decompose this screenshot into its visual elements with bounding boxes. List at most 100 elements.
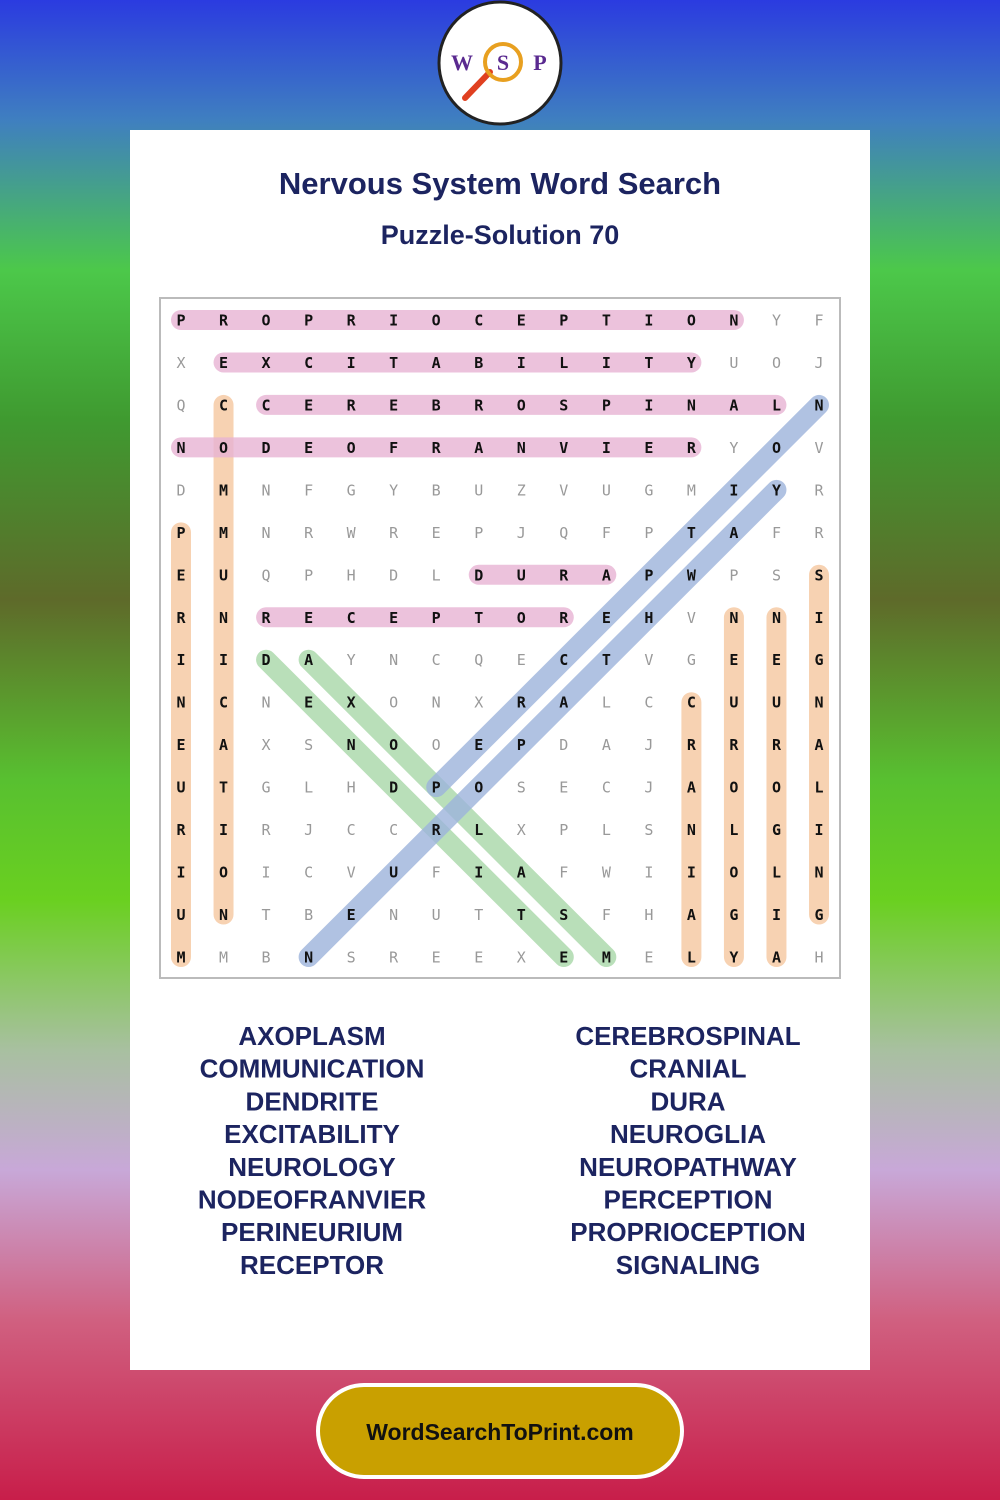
grid-letter: Q (262, 566, 271, 584)
grid-letter: A (687, 906, 696, 924)
grid-letter: U (729, 354, 738, 372)
grid-letter: U (772, 694, 781, 712)
grid-letter: Y (687, 354, 696, 372)
title: Nervous System Word Search (279, 166, 721, 201)
grid-letter: R (729, 736, 739, 754)
footer-text: WordSearchToPrint.com (366, 1419, 634, 1445)
grid-letter: N (347, 736, 356, 754)
grid-letter: V (814, 439, 823, 457)
grid-letter: A (602, 736, 611, 754)
grid-letter: C (219, 396, 228, 414)
grid-letter: O (347, 439, 356, 457)
grid-letter: C (347, 821, 356, 839)
grid-letter: U (176, 906, 185, 924)
grid-letter: G (262, 779, 271, 797)
grid-letter: P (644, 524, 653, 542)
grid-letter: E (432, 524, 441, 542)
grid-letter: I (644, 312, 653, 330)
grid-letter: N (262, 694, 271, 712)
grid-letter: C (644, 694, 653, 712)
grid-letter: R (347, 396, 357, 414)
grid-letter: O (432, 736, 441, 754)
word-highlight (426, 394, 829, 798)
grid-letter: Y (347, 651, 356, 669)
grid-letter: A (772, 949, 781, 967)
grid-letter: S (347, 949, 356, 967)
grid-letter: N (517, 439, 526, 457)
grid-letter: M (219, 481, 228, 499)
grid-letter: C (304, 864, 313, 882)
grid-letter: D (262, 651, 271, 669)
grid-letter: C (347, 609, 356, 627)
grid-letter: I (219, 651, 228, 669)
grid-letter: E (772, 651, 781, 669)
grid-letter: N (687, 821, 696, 839)
grid-letter: P (432, 779, 441, 797)
grid-letter: N (687, 396, 696, 414)
grid-letter: L (772, 396, 781, 414)
grid-letter: E (559, 949, 568, 967)
grid-letter: R (559, 609, 569, 627)
grid-letter: O (262, 312, 271, 330)
grid-letter: R (389, 949, 399, 967)
grid-letter: I (347, 354, 356, 372)
word-list-item: DURA (650, 1086, 725, 1116)
grid-letter: Q (474, 651, 483, 669)
grid-letter: O (772, 354, 781, 372)
footer-pill (316, 1383, 684, 1479)
grid-letter: Z (517, 481, 526, 499)
grid-letter: S (517, 779, 526, 797)
grid-letter: I (814, 609, 823, 627)
grid-letter: P (559, 312, 568, 330)
grid-letter: I (644, 396, 653, 414)
grid-letter: C (474, 312, 483, 330)
grid-letter: E (729, 651, 738, 669)
grid-letter: J (644, 779, 653, 797)
grid-letter: R (432, 821, 442, 839)
grid-letter: F (432, 864, 441, 882)
grid-letter: R (432, 439, 442, 457)
grid-letter: C (304, 354, 313, 372)
grid-letter: X (262, 736, 271, 754)
grid-letter: X (262, 354, 271, 372)
grid-letter: W (347, 524, 357, 542)
grid-letter: A (474, 439, 483, 457)
grid-letter: U (602, 481, 611, 499)
grid-letter: V (559, 481, 568, 499)
grid-letter: I (389, 312, 398, 330)
grid-letter: I (262, 864, 271, 882)
grid-letter: B (474, 354, 483, 372)
grid-letter: B (432, 396, 441, 414)
grid-letter: E (219, 354, 228, 372)
grid-letter: I (176, 651, 185, 669)
grid-letter: J (814, 354, 823, 372)
grid-letter: J (517, 524, 526, 542)
grid-letter: L (602, 821, 611, 839)
grid-letter: O (772, 779, 781, 797)
grid-letter: Q (176, 396, 185, 414)
grid-letter: N (262, 524, 271, 542)
grid-letter: G (772, 821, 781, 839)
word-list-item: PERCEPTION (603, 1185, 772, 1215)
grid-letter: F (304, 481, 313, 499)
grid-letter: N (772, 609, 781, 627)
grid-letter: N (176, 694, 185, 712)
grid-letter: S (559, 396, 568, 414)
grid-letter: N (814, 864, 823, 882)
grid-letter: C (432, 651, 441, 669)
grid-letter: R (304, 524, 314, 542)
grid-letter: I (814, 821, 823, 839)
grid-letter: T (389, 354, 398, 372)
grid-letter: F (602, 906, 611, 924)
grid-letter: R (814, 524, 824, 542)
grid-letter: X (176, 354, 185, 372)
grid-letter: P (729, 566, 738, 584)
grid-letter: N (219, 906, 228, 924)
grid-letter: G (687, 651, 696, 669)
grid-letter: T (602, 312, 611, 330)
grid-letter: R (176, 821, 186, 839)
grid-letter: I (644, 864, 653, 882)
grid-letter: W (687, 566, 697, 584)
grid-letter: F (389, 439, 398, 457)
grid-letter: L (474, 821, 483, 839)
